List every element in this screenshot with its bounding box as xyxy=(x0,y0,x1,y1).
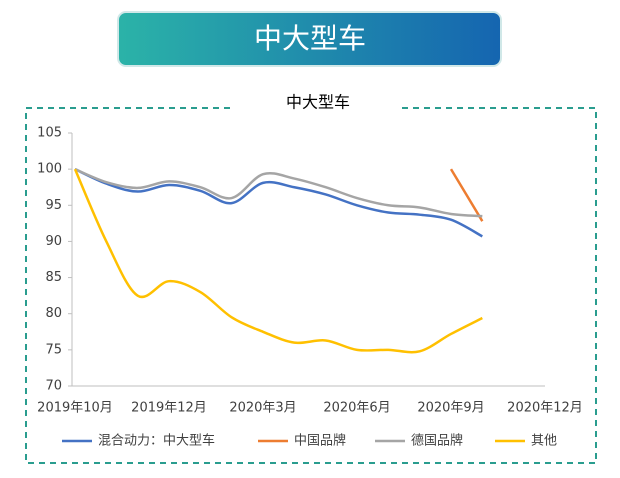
x-tick-label: 2020年3月 xyxy=(229,401,296,416)
legend-label: 中国品牌 xyxy=(294,433,346,449)
y-tick-label: 80 xyxy=(45,306,62,321)
y-tick-label: 85 xyxy=(45,270,62,285)
y-tick-label: 75 xyxy=(45,342,62,357)
x-tick-label: 2020年12月 xyxy=(507,401,583,416)
y-tick-label: 70 xyxy=(45,379,62,394)
series-line xyxy=(74,168,483,238)
chart-title: 中大型车 xyxy=(286,93,350,112)
x-tick-label: 2020年6月 xyxy=(323,401,390,416)
series-line xyxy=(73,168,483,354)
series-line xyxy=(449,168,484,222)
x-tick-label: 2019年12月 xyxy=(131,401,207,416)
legend-label: 其他 xyxy=(531,434,557,449)
y-tick-label: 100 xyxy=(37,162,62,177)
legend-label: 德国品牌 xyxy=(411,433,463,449)
series-line xyxy=(74,167,483,218)
banner-title: 中大型车 xyxy=(254,22,366,55)
y-tick-label: 105 xyxy=(37,126,62,141)
x-tick-label: 2019年10月 xyxy=(37,401,113,416)
legend-label: 混合动力：中大型车 xyxy=(98,433,215,449)
y-tick-label: 90 xyxy=(45,234,62,249)
y-tick-label: 95 xyxy=(45,198,62,213)
frame xyxy=(25,107,597,464)
x-tick-label: 2020年9月 xyxy=(417,401,484,416)
banner xyxy=(117,11,502,67)
